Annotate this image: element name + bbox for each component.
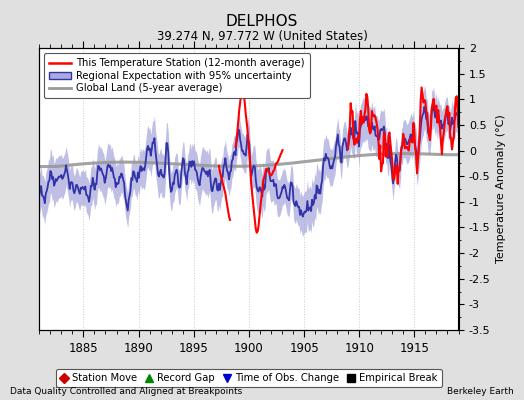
Text: Data Quality Controlled and Aligned at Breakpoints: Data Quality Controlled and Aligned at B…	[10, 387, 243, 396]
Y-axis label: Temperature Anomaly (°C): Temperature Anomaly (°C)	[496, 115, 506, 263]
Text: DELPHOS: DELPHOS	[226, 14, 298, 29]
Text: Berkeley Earth: Berkeley Earth	[447, 387, 514, 396]
Text: 39.274 N, 97.772 W (United States): 39.274 N, 97.772 W (United States)	[157, 30, 367, 43]
Legend: Station Move, Record Gap, Time of Obs. Change, Empirical Break: Station Move, Record Gap, Time of Obs. C…	[56, 369, 442, 387]
